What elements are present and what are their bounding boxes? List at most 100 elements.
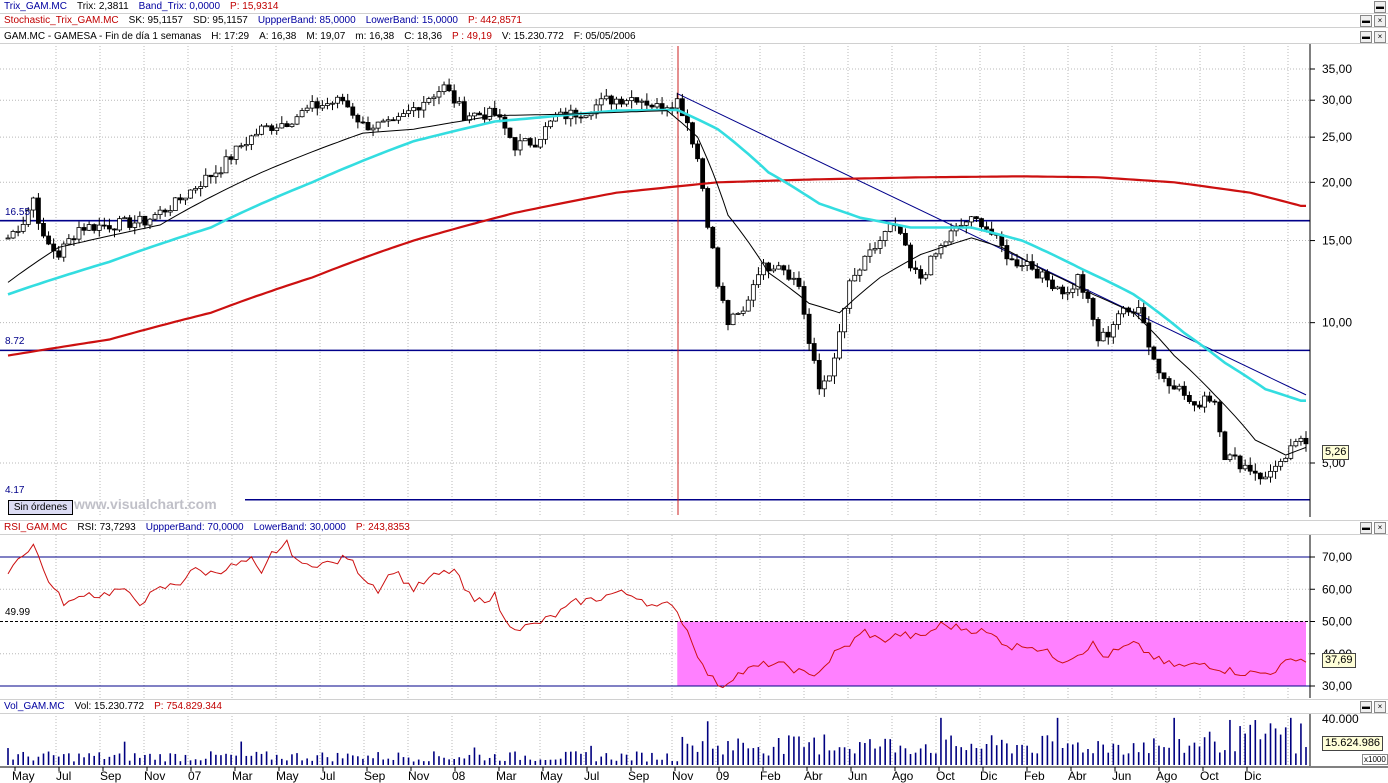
- candle-body: [243, 144, 249, 147]
- minimize-icon[interactable]: ▬: [1360, 701, 1372, 713]
- candle-body: [953, 225, 959, 232]
- candle-body: [36, 197, 41, 224]
- minimize-icon[interactable]: ▬: [1360, 15, 1372, 27]
- candle-body: [994, 233, 1000, 236]
- candle-body: [10, 231, 16, 239]
- candle-body: [578, 116, 584, 119]
- candle-body: [948, 230, 954, 243]
- candle-body: [152, 214, 158, 220]
- candle-body: [370, 127, 376, 131]
- candle-body: [958, 224, 964, 227]
- candle-body: [472, 112, 477, 117]
- rsi-header: RSI_GAM.MC RSI: 73,7293 UppperBand: 70,000…: [0, 520, 1388, 535]
- candle-body: [522, 138, 528, 142]
- candle-body: [624, 100, 629, 105]
- x-axis-label: Mar: [232, 769, 253, 783]
- candle-body: [634, 97, 640, 103]
- x-axis-label: Sep: [364, 769, 386, 783]
- trix-value: Trix: 2,3811: [76, 1, 129, 12]
- candle-body: [61, 243, 67, 258]
- candle-body: [1039, 271, 1045, 279]
- candle-body: [101, 224, 107, 227]
- candle-body: [1252, 470, 1258, 474]
- vol-last-value: 15.624.986: [1322, 736, 1384, 751]
- candle-body: [497, 114, 503, 118]
- candle-body: [482, 114, 488, 120]
- candle-body: [984, 226, 989, 230]
- candle-body: [218, 172, 224, 175]
- candle-body: [761, 262, 766, 276]
- price-c: C: 18,36: [404, 31, 443, 42]
- orders-button[interactable]: Sin órdenes: [8, 500, 73, 515]
- candle-body: [365, 121, 371, 131]
- candle-body: [1045, 271, 1050, 281]
- candle-body: [172, 197, 178, 211]
- candle-body: [943, 241, 949, 246]
- price-min: m: 16,38: [355, 31, 395, 42]
- minimize-icon[interactable]: ▬: [1360, 522, 1372, 534]
- candle-body: [1050, 279, 1055, 290]
- candle-body: [608, 95, 614, 105]
- candle-body: [568, 109, 574, 120]
- x-axis-label: Feb: [760, 769, 781, 783]
- candle-body: [1090, 298, 1096, 320]
- candle-body: [644, 100, 650, 106]
- candle-body: [1288, 445, 1294, 459]
- candle-body: [122, 217, 128, 220]
- candle-body: [1070, 288, 1076, 293]
- minimize-icon[interactable]: ▬: [1360, 31, 1372, 43]
- trix-header: Trix_GAM.MC Trix: 2,3811 Band_Trix: 0,0000…: [0, 0, 1388, 14]
- candle-body: [446, 84, 452, 92]
- candle-body: [380, 120, 386, 123]
- close-icon[interactable]: ×: [1374, 31, 1386, 43]
- candle-body: [466, 115, 472, 121]
- x-axis-label: Abr: [804, 769, 823, 783]
- candle-body: [86, 224, 92, 231]
- x-axis-label: Feb: [1024, 769, 1045, 783]
- candle-body: [603, 95, 609, 100]
- candle-body: [1146, 322, 1152, 348]
- candle-body: [284, 123, 290, 127]
- candle-body: [674, 98, 680, 109]
- candle-body: [974, 216, 979, 219]
- close-icon[interactable]: ×: [1374, 522, 1386, 534]
- candle-body: [543, 126, 548, 140]
- moving-averages: [7, 108, 1307, 456]
- x-axis-label: Ago: [892, 769, 914, 783]
- candle-body: [238, 145, 244, 148]
- candle-body: [1029, 261, 1035, 270]
- price-m: M: 19,07: [306, 31, 346, 42]
- rsi-level-label: 49.99: [5, 607, 31, 618]
- candle-body: [857, 269, 863, 276]
- hline-label-mid: 8.72: [5, 336, 25, 347]
- rsi-tick-label: 60,00: [1322, 582, 1352, 596]
- x-axis-label: Abr: [1068, 769, 1087, 783]
- candle-body: [355, 114, 361, 123]
- rsi-last-value: 37,69: [1322, 653, 1356, 668]
- minimize-icon[interactable]: ▬: [1374, 1, 1386, 13]
- candle-body: [867, 249, 873, 257]
- candle-body: [1136, 307, 1142, 314]
- candle-body: [5, 237, 11, 240]
- trix-band: Band_Trix: 0,0000: [138, 1, 221, 12]
- close-icon[interactable]: ×: [1374, 15, 1386, 27]
- candle-body: [1024, 261, 1030, 266]
- axes: 35,0030,0025,0020,0015,0010,005,0070,006…: [0, 44, 1388, 783]
- candle-body: [756, 274, 761, 286]
- candle-body: [314, 101, 320, 109]
- candle-body: [999, 234, 1005, 246]
- candle-body: [918, 269, 924, 279]
- candle-body: [1217, 401, 1223, 433]
- close-icon[interactable]: ×: [1374, 701, 1386, 713]
- rsi-tick-label: 30,00: [1322, 679, 1352, 693]
- x-axis-label: Jun: [848, 769, 867, 783]
- candle-body: [928, 255, 934, 276]
- rsi-tick-label: 70,00: [1322, 550, 1352, 564]
- candle-body: [1263, 476, 1268, 480]
- x-axis-label: May: [540, 769, 563, 783]
- candle-body: [979, 218, 984, 228]
- trix-name: Trix_GAM.MC: [4, 1, 67, 12]
- rsi-weak-zone: [677, 621, 1306, 686]
- candle-body: [735, 312, 741, 315]
